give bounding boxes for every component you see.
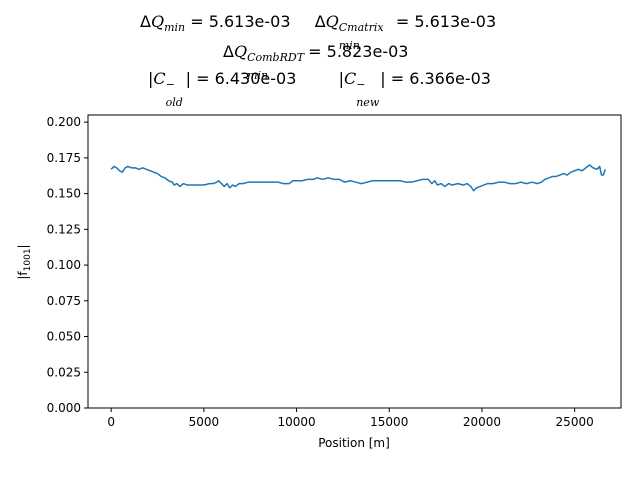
plot-layer — [110, 164, 606, 192]
y-tick-label: 0.175 — [47, 151, 81, 165]
title-cnew-value: | = 6.366e-03 — [380, 69, 491, 88]
y-tick-label: 0.125 — [47, 222, 81, 236]
title-dqmin-combrdt-label: ΔQ CombRDT min — [223, 42, 305, 82]
x-tick-label: 25000 — [556, 415, 594, 429]
title-dqmin-cmatrix-label: ΔQ Cmatrix min — [314, 12, 384, 52]
title-cold-label: |C − old — [148, 69, 183, 109]
y-tick-label: 0.100 — [47, 258, 81, 272]
x-axis-ticks: 0 5000 10000 15000 20000 25000 — [107, 408, 594, 429]
series-line-f1001 — [110, 164, 606, 192]
x-tick-label: 10000 — [277, 415, 315, 429]
y-tick-label: 0.025 — [47, 365, 81, 379]
y-tick-label: 0.075 — [47, 294, 81, 308]
title-cnew-label: |C − new — [338, 69, 380, 109]
title-dqmin-value: = 5.613e-03 — [190, 12, 291, 31]
x-axis-label: Position [m] — [318, 436, 390, 450]
x-tick-label: 20000 — [463, 415, 501, 429]
y-tick-label: 0.200 — [47, 115, 81, 129]
x-tick-label: 5000 — [189, 415, 220, 429]
y-axis-ticks: 0.000 0.025 0.050 0.075 0.100 0.125 0.150 0.175… — [47, 115, 88, 415]
x-tick-label: 15000 — [370, 415, 408, 429]
axes-frame — [87, 114, 622, 409]
y-axis-label: |f1001| — [16, 244, 33, 279]
y-tick-label: 0.050 — [47, 330, 81, 344]
y-tick-label: 0.150 — [47, 187, 81, 201]
title-dqmin-cmatrix-value: = 5.613e-03 — [395, 12, 497, 31]
title-cold-value: | = 6.430e-03 — [185, 69, 297, 88]
y-tick-label: 0.000 — [47, 401, 81, 415]
title-dqmin-label: ΔQmin — [140, 12, 186, 35]
title-line-3: |C − old | = 6.430e-03 |C − new | = 6.366e-03 — [148, 69, 491, 109]
title-line-1: ΔQmin = 5.613e-03 ΔQ Cmatrix min = 5.613e-… — [140, 12, 497, 52]
title-dqmin-combrdt-value: = 5.823e-03 — [308, 42, 409, 61]
x-tick-label: 0 — [107, 415, 115, 429]
title-line-2: ΔQ CombRDT min = 5.823e-03 — [223, 42, 409, 82]
